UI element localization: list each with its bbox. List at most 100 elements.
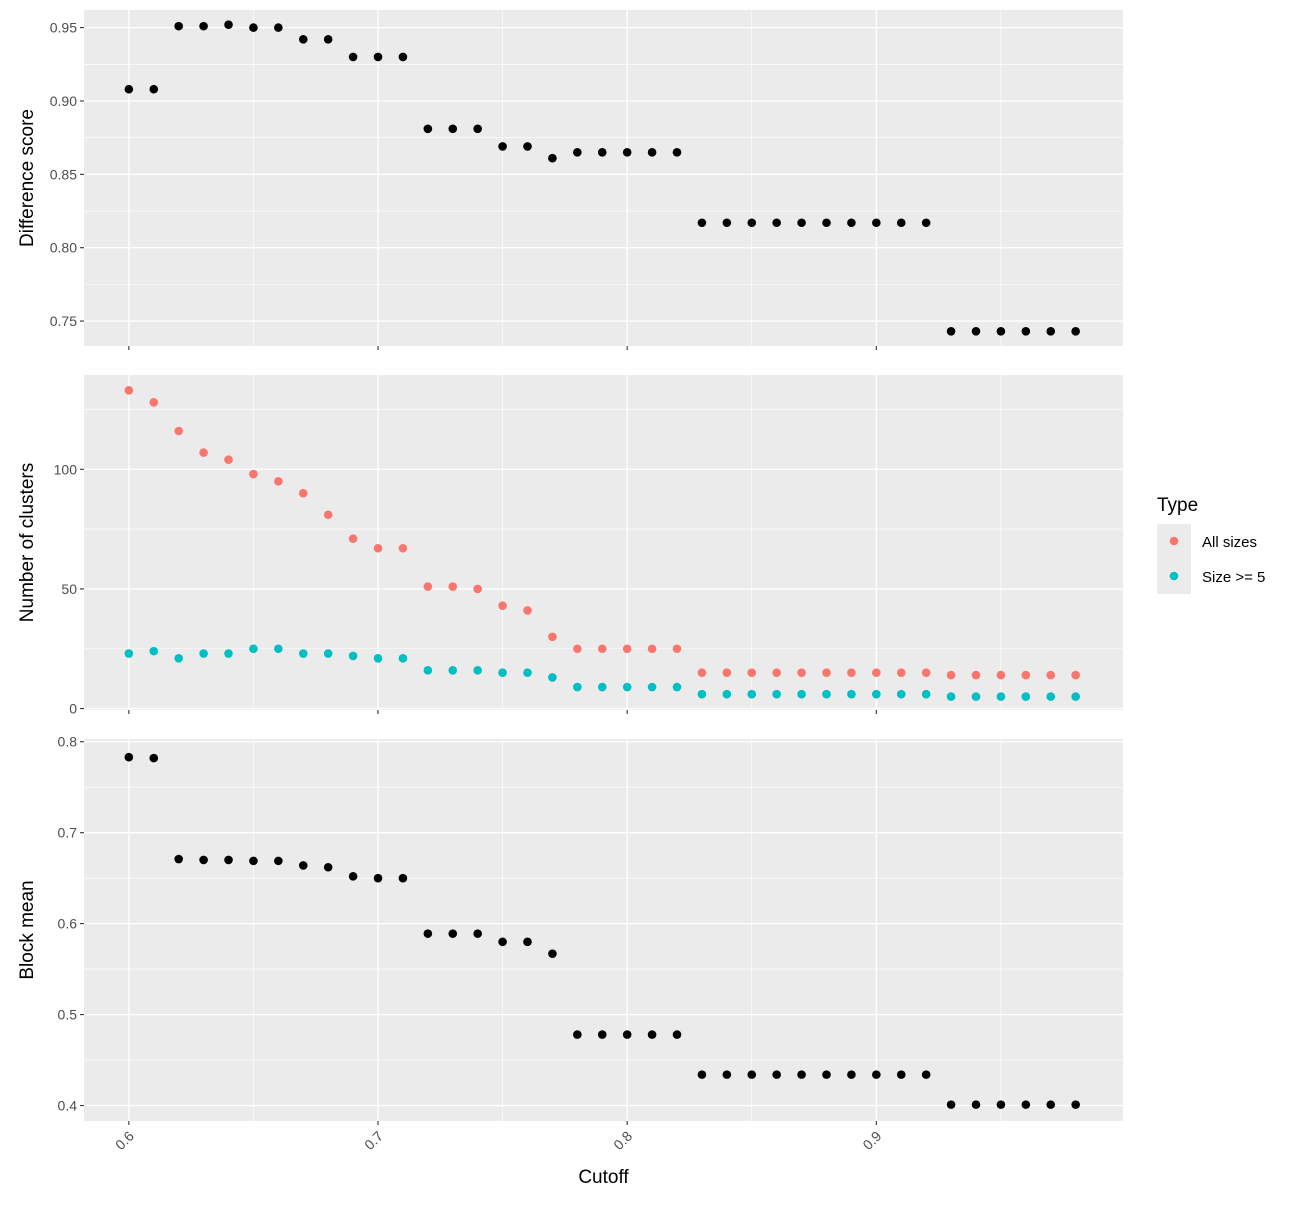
data-point bbox=[672, 644, 682, 654]
data-point bbox=[573, 644, 582, 654]
y-tick-label: 0.90 bbox=[50, 93, 77, 109]
data-point bbox=[971, 1100, 981, 1109]
data-point bbox=[1071, 692, 1080, 701]
data-point bbox=[822, 218, 831, 228]
data-point bbox=[672, 148, 682, 157]
data-point bbox=[697, 218, 707, 228]
data-point bbox=[647, 644, 657, 654]
data-point bbox=[573, 1030, 582, 1039]
data-point bbox=[348, 872, 358, 881]
data-point bbox=[672, 682, 682, 692]
data-point bbox=[847, 668, 856, 677]
series-2 bbox=[124, 644, 1080, 701]
legend-label: Size >= 5 bbox=[1202, 569, 1265, 586]
data-point bbox=[174, 654, 183, 663]
data-point bbox=[323, 510, 333, 520]
data-point bbox=[199, 649, 208, 658]
data-point bbox=[797, 218, 806, 228]
data-point bbox=[249, 469, 258, 479]
data-point bbox=[647, 1030, 657, 1039]
data-point bbox=[199, 21, 208, 31]
data-point bbox=[473, 584, 482, 594]
y-tick-label: 50 bbox=[61, 581, 77, 597]
data-point bbox=[448, 582, 458, 591]
data-point bbox=[797, 689, 806, 699]
data-point bbox=[996, 670, 1006, 680]
data-point bbox=[174, 426, 183, 436]
data-point bbox=[298, 861, 308, 870]
y-tick-label: 0.75 bbox=[50, 313, 77, 329]
data-point bbox=[523, 606, 532, 615]
data-point bbox=[199, 448, 208, 457]
data-point bbox=[622, 682, 632, 692]
data-point bbox=[971, 327, 981, 336]
data-point bbox=[423, 582, 433, 591]
data-point bbox=[946, 670, 956, 680]
data-point bbox=[1046, 1100, 1056, 1109]
data-point bbox=[573, 682, 582, 692]
panel-1: 0.75 0.80 0.85 0.90 0.95 Difference score bbox=[17, 10, 1123, 350]
y-tick-label: 0.7 bbox=[58, 825, 78, 841]
data-point bbox=[722, 668, 732, 677]
y-tick-label: 0.85 bbox=[50, 166, 77, 182]
data-point bbox=[872, 1070, 881, 1079]
data-point bbox=[548, 673, 557, 682]
x-tick-label: 0.9 bbox=[859, 1128, 884, 1153]
data-point bbox=[872, 689, 881, 699]
data-point bbox=[373, 543, 383, 553]
y-tick-label: 0.4 bbox=[58, 1098, 78, 1114]
data-point bbox=[747, 689, 757, 699]
data-point bbox=[896, 689, 906, 699]
data-point bbox=[348, 651, 358, 661]
panel-background bbox=[84, 739, 1123, 1121]
x-tick-label: 0.8 bbox=[610, 1128, 635, 1153]
data-point bbox=[622, 644, 632, 654]
data-point bbox=[498, 601, 507, 610]
data-point bbox=[448, 124, 458, 134]
data-point bbox=[348, 52, 358, 62]
y-axis-title: Block mean bbox=[17, 880, 38, 979]
data-point bbox=[398, 873, 408, 883]
data-point bbox=[1046, 670, 1056, 680]
data-point bbox=[747, 668, 757, 677]
data-point bbox=[797, 1070, 806, 1079]
data-point bbox=[548, 632, 557, 642]
legend-marker bbox=[1169, 536, 1179, 546]
data-point bbox=[348, 534, 358, 543]
data-point bbox=[149, 397, 159, 407]
data-point bbox=[298, 35, 308, 44]
data-point bbox=[448, 929, 458, 938]
y-tick-label: 100 bbox=[54, 461, 78, 477]
data-point bbox=[124, 752, 134, 762]
legend: Type All sizes Size >= 5 bbox=[1157, 495, 1265, 594]
x-axis-title: Cutoff bbox=[578, 1167, 629, 1188]
data-point bbox=[298, 488, 308, 498]
y-axis-title: Difference score bbox=[17, 109, 38, 247]
data-point bbox=[423, 929, 433, 938]
data-point bbox=[697, 668, 707, 677]
data-point bbox=[224, 20, 233, 29]
y-tick-label: 0.95 bbox=[50, 20, 77, 36]
legend-marker bbox=[1169, 571, 1179, 581]
data-point bbox=[1071, 1100, 1080, 1109]
data-point bbox=[822, 689, 831, 699]
data-point bbox=[772, 1070, 781, 1079]
data-point bbox=[373, 52, 383, 62]
data-point bbox=[149, 646, 159, 656]
data-point bbox=[149, 84, 159, 94]
legend-title: Type bbox=[1157, 495, 1198, 516]
data-point bbox=[423, 665, 433, 675]
data-point bbox=[274, 23, 283, 32]
data-point bbox=[224, 649, 233, 658]
data-point bbox=[722, 218, 732, 228]
data-point bbox=[323, 649, 333, 658]
data-point bbox=[896, 218, 906, 228]
data-point bbox=[872, 218, 881, 228]
data-point bbox=[921, 689, 931, 699]
data-point bbox=[1046, 692, 1056, 701]
data-point bbox=[722, 1070, 732, 1079]
data-point bbox=[747, 218, 757, 228]
data-point bbox=[772, 668, 781, 677]
data-point bbox=[921, 668, 931, 677]
